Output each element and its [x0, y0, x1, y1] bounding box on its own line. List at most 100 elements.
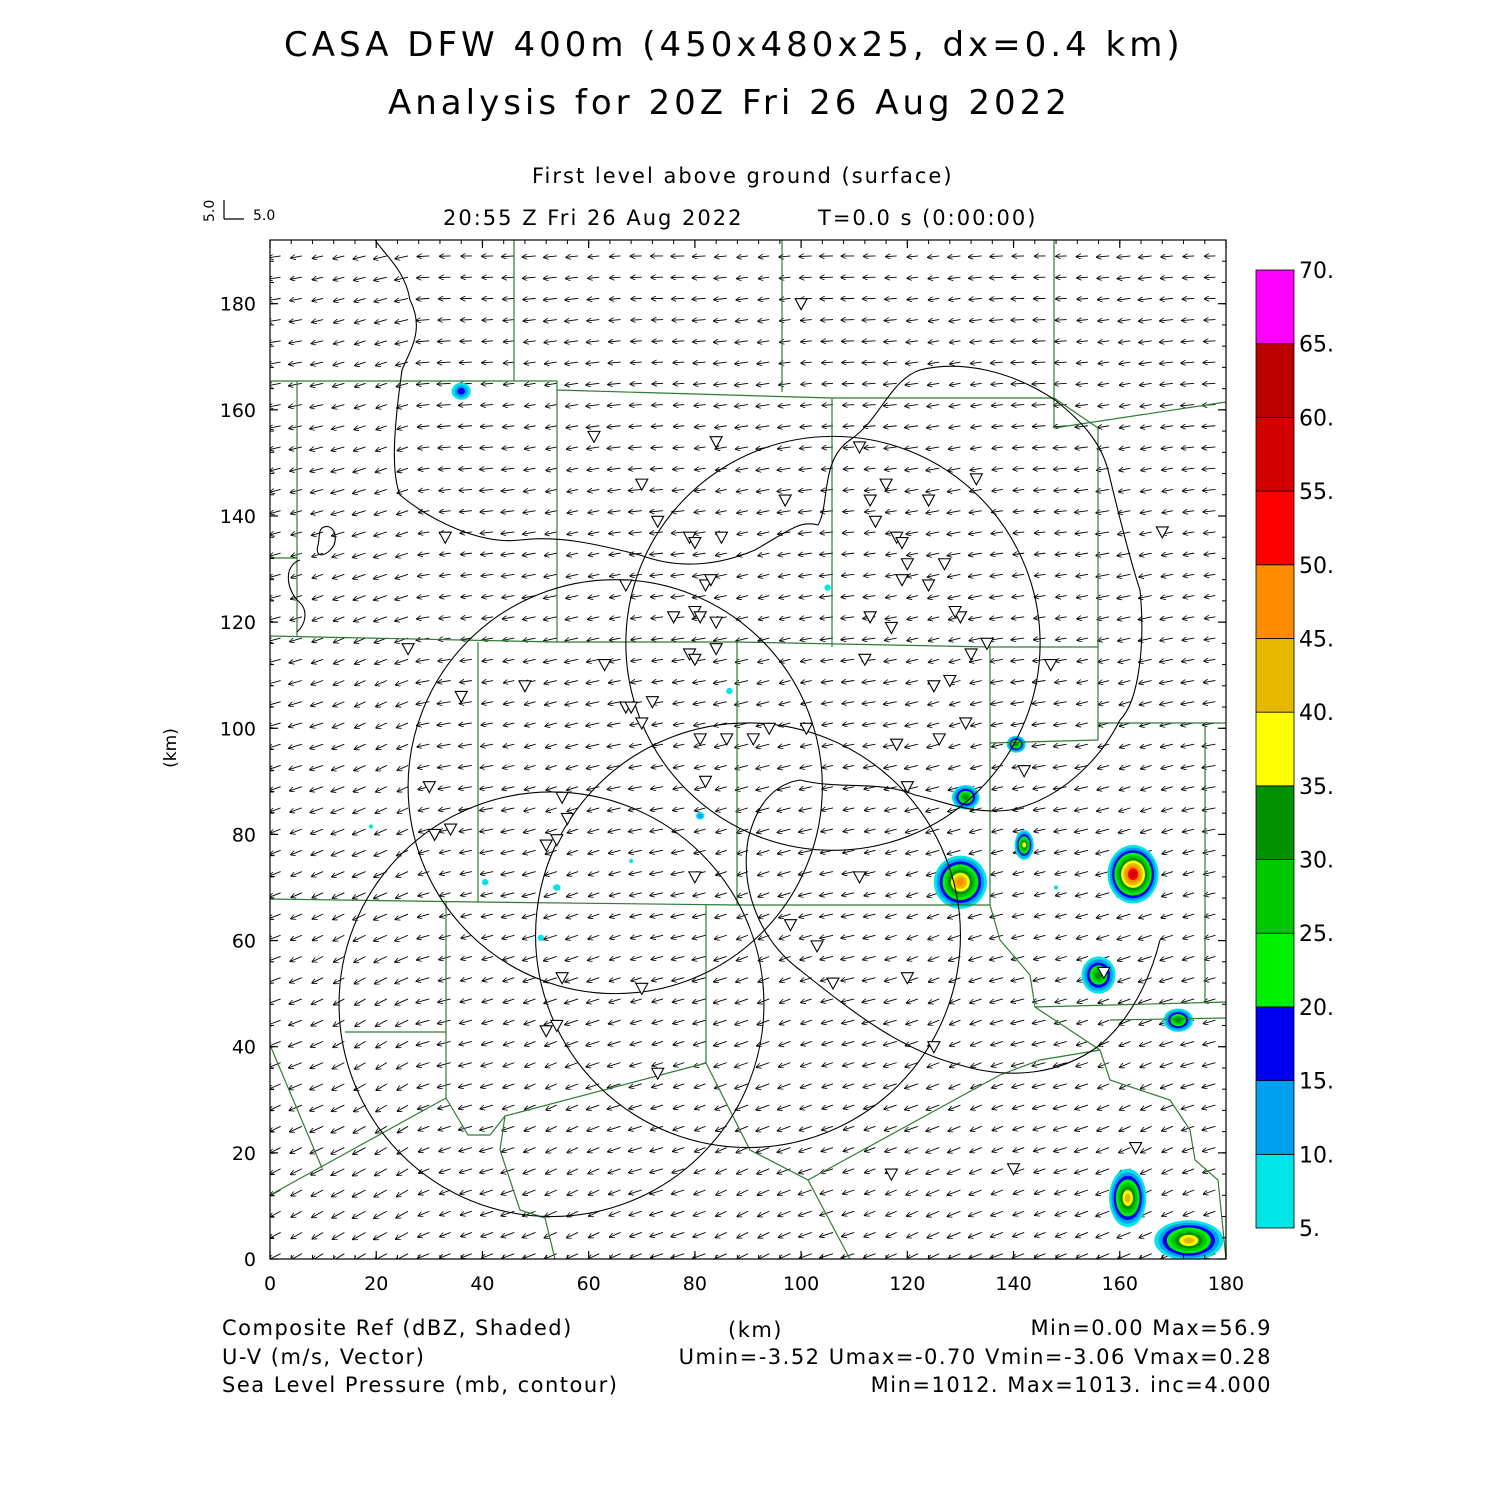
wind-vector — [501, 1189, 515, 1194]
wind-vector — [289, 1040, 303, 1046]
wind-vector — [1012, 426, 1025, 427]
wind-vector — [801, 744, 812, 747]
wind-vector — [1054, 1040, 1067, 1044]
wind-vector — [418, 447, 430, 448]
wind-vector — [650, 1189, 664, 1194]
wind-vector — [353, 828, 366, 834]
wind-vector — [907, 298, 919, 299]
wind-vector — [439, 617, 451, 619]
wind-vector — [1075, 1168, 1089, 1173]
wind-vector — [331, 1125, 345, 1132]
wind-vector — [1014, 489, 1025, 490]
wind-vector — [950, 659, 961, 662]
wind-vector — [1184, 893, 1195, 896]
wind-vector — [778, 849, 791, 853]
wind-vector — [440, 914, 451, 917]
wind-vector — [693, 1019, 706, 1024]
wind-vector — [587, 998, 600, 1003]
wind-vector — [565, 362, 579, 364]
wind-vector — [1054, 447, 1067, 448]
wind-vector — [1141, 744, 1152, 747]
wind-vector — [417, 298, 430, 299]
wind-vector — [629, 489, 642, 490]
wind-vector — [926, 1168, 940, 1174]
wind-vector — [926, 511, 940, 513]
wind-vector — [1203, 468, 1216, 469]
wind-vector — [395, 277, 409, 280]
wind-vector — [1184, 532, 1195, 534]
wind-vector — [608, 383, 621, 384]
wind-vector — [1011, 659, 1025, 661]
wind-vector — [482, 362, 494, 363]
wind-vector — [312, 341, 324, 344]
wind-vector — [1032, 383, 1046, 384]
wind-vector — [586, 362, 600, 364]
wind-vector — [1033, 765, 1046, 767]
wind-vector — [438, 681, 451, 683]
wind-vector — [906, 681, 919, 684]
y-tick-label: 0 — [244, 1249, 256, 1271]
wind-vector — [842, 681, 855, 683]
wind-vector — [395, 956, 409, 962]
wind-vector — [589, 850, 600, 853]
y-tick-label: 140 — [220, 506, 256, 528]
wind-vector — [1097, 934, 1110, 939]
wind-vector — [376, 786, 388, 792]
wind-vector — [459, 468, 472, 469]
wind-vector — [589, 1189, 600, 1195]
wind-vector — [1118, 298, 1131, 300]
wind-vector — [523, 511, 536, 513]
wind-vector — [566, 913, 579, 918]
wind-vector — [482, 596, 494, 598]
wind-vector — [483, 320, 494, 321]
wind-vector — [991, 723, 1004, 726]
wind-vector — [586, 383, 600, 385]
wind-vector — [374, 531, 387, 536]
wind-vector — [397, 1168, 409, 1175]
wind-vector — [992, 808, 1004, 811]
wind-vector — [334, 637, 345, 642]
wind-vector — [586, 723, 600, 726]
wind-vector — [544, 638, 557, 641]
wind-vector — [313, 256, 324, 258]
wind-vector — [820, 617, 834, 619]
radar-range-rings — [338, 435, 1041, 1218]
wind-vector — [353, 256, 366, 259]
wind-vector — [652, 956, 664, 959]
wind-vector — [438, 383, 451, 384]
station-marker — [634, 982, 649, 996]
wind-vector — [758, 892, 770, 897]
wind-vector — [610, 1253, 621, 1259]
wind-vector — [928, 574, 940, 577]
wind-vector — [501, 511, 515, 513]
wind-vector — [481, 1062, 494, 1067]
wind-vector — [820, 574, 834, 576]
wind-vector — [290, 1147, 303, 1154]
wind-vector — [524, 1168, 536, 1174]
wind-vector — [629, 1168, 642, 1173]
wind-vector — [674, 765, 685, 767]
station-marker — [698, 775, 713, 789]
wind-vector — [650, 1210, 664, 1215]
wind-vector — [735, 1040, 749, 1046]
wind-vector — [1054, 765, 1067, 767]
wind-vector — [714, 681, 727, 684]
wind-vector — [759, 1253, 770, 1259]
wind-vector — [1182, 808, 1195, 811]
wind-vector — [757, 383, 770, 385]
wind-vector — [671, 574, 685, 576]
wind-vector — [1096, 828, 1110, 832]
wind-vector — [1077, 702, 1089, 705]
wind-vector — [609, 511, 621, 513]
wind-vector — [1139, 277, 1152, 278]
wind-vector — [843, 1189, 855, 1194]
wind-vector — [589, 872, 600, 876]
wind-vector — [969, 1210, 982, 1216]
wind-vector — [1013, 787, 1025, 789]
wind-vector — [886, 829, 897, 832]
station-marker — [555, 791, 570, 805]
wind-vector — [928, 1019, 940, 1024]
wind-vector — [652, 1041, 664, 1044]
wind-vector — [418, 1232, 430, 1237]
wind-vector — [289, 362, 302, 364]
